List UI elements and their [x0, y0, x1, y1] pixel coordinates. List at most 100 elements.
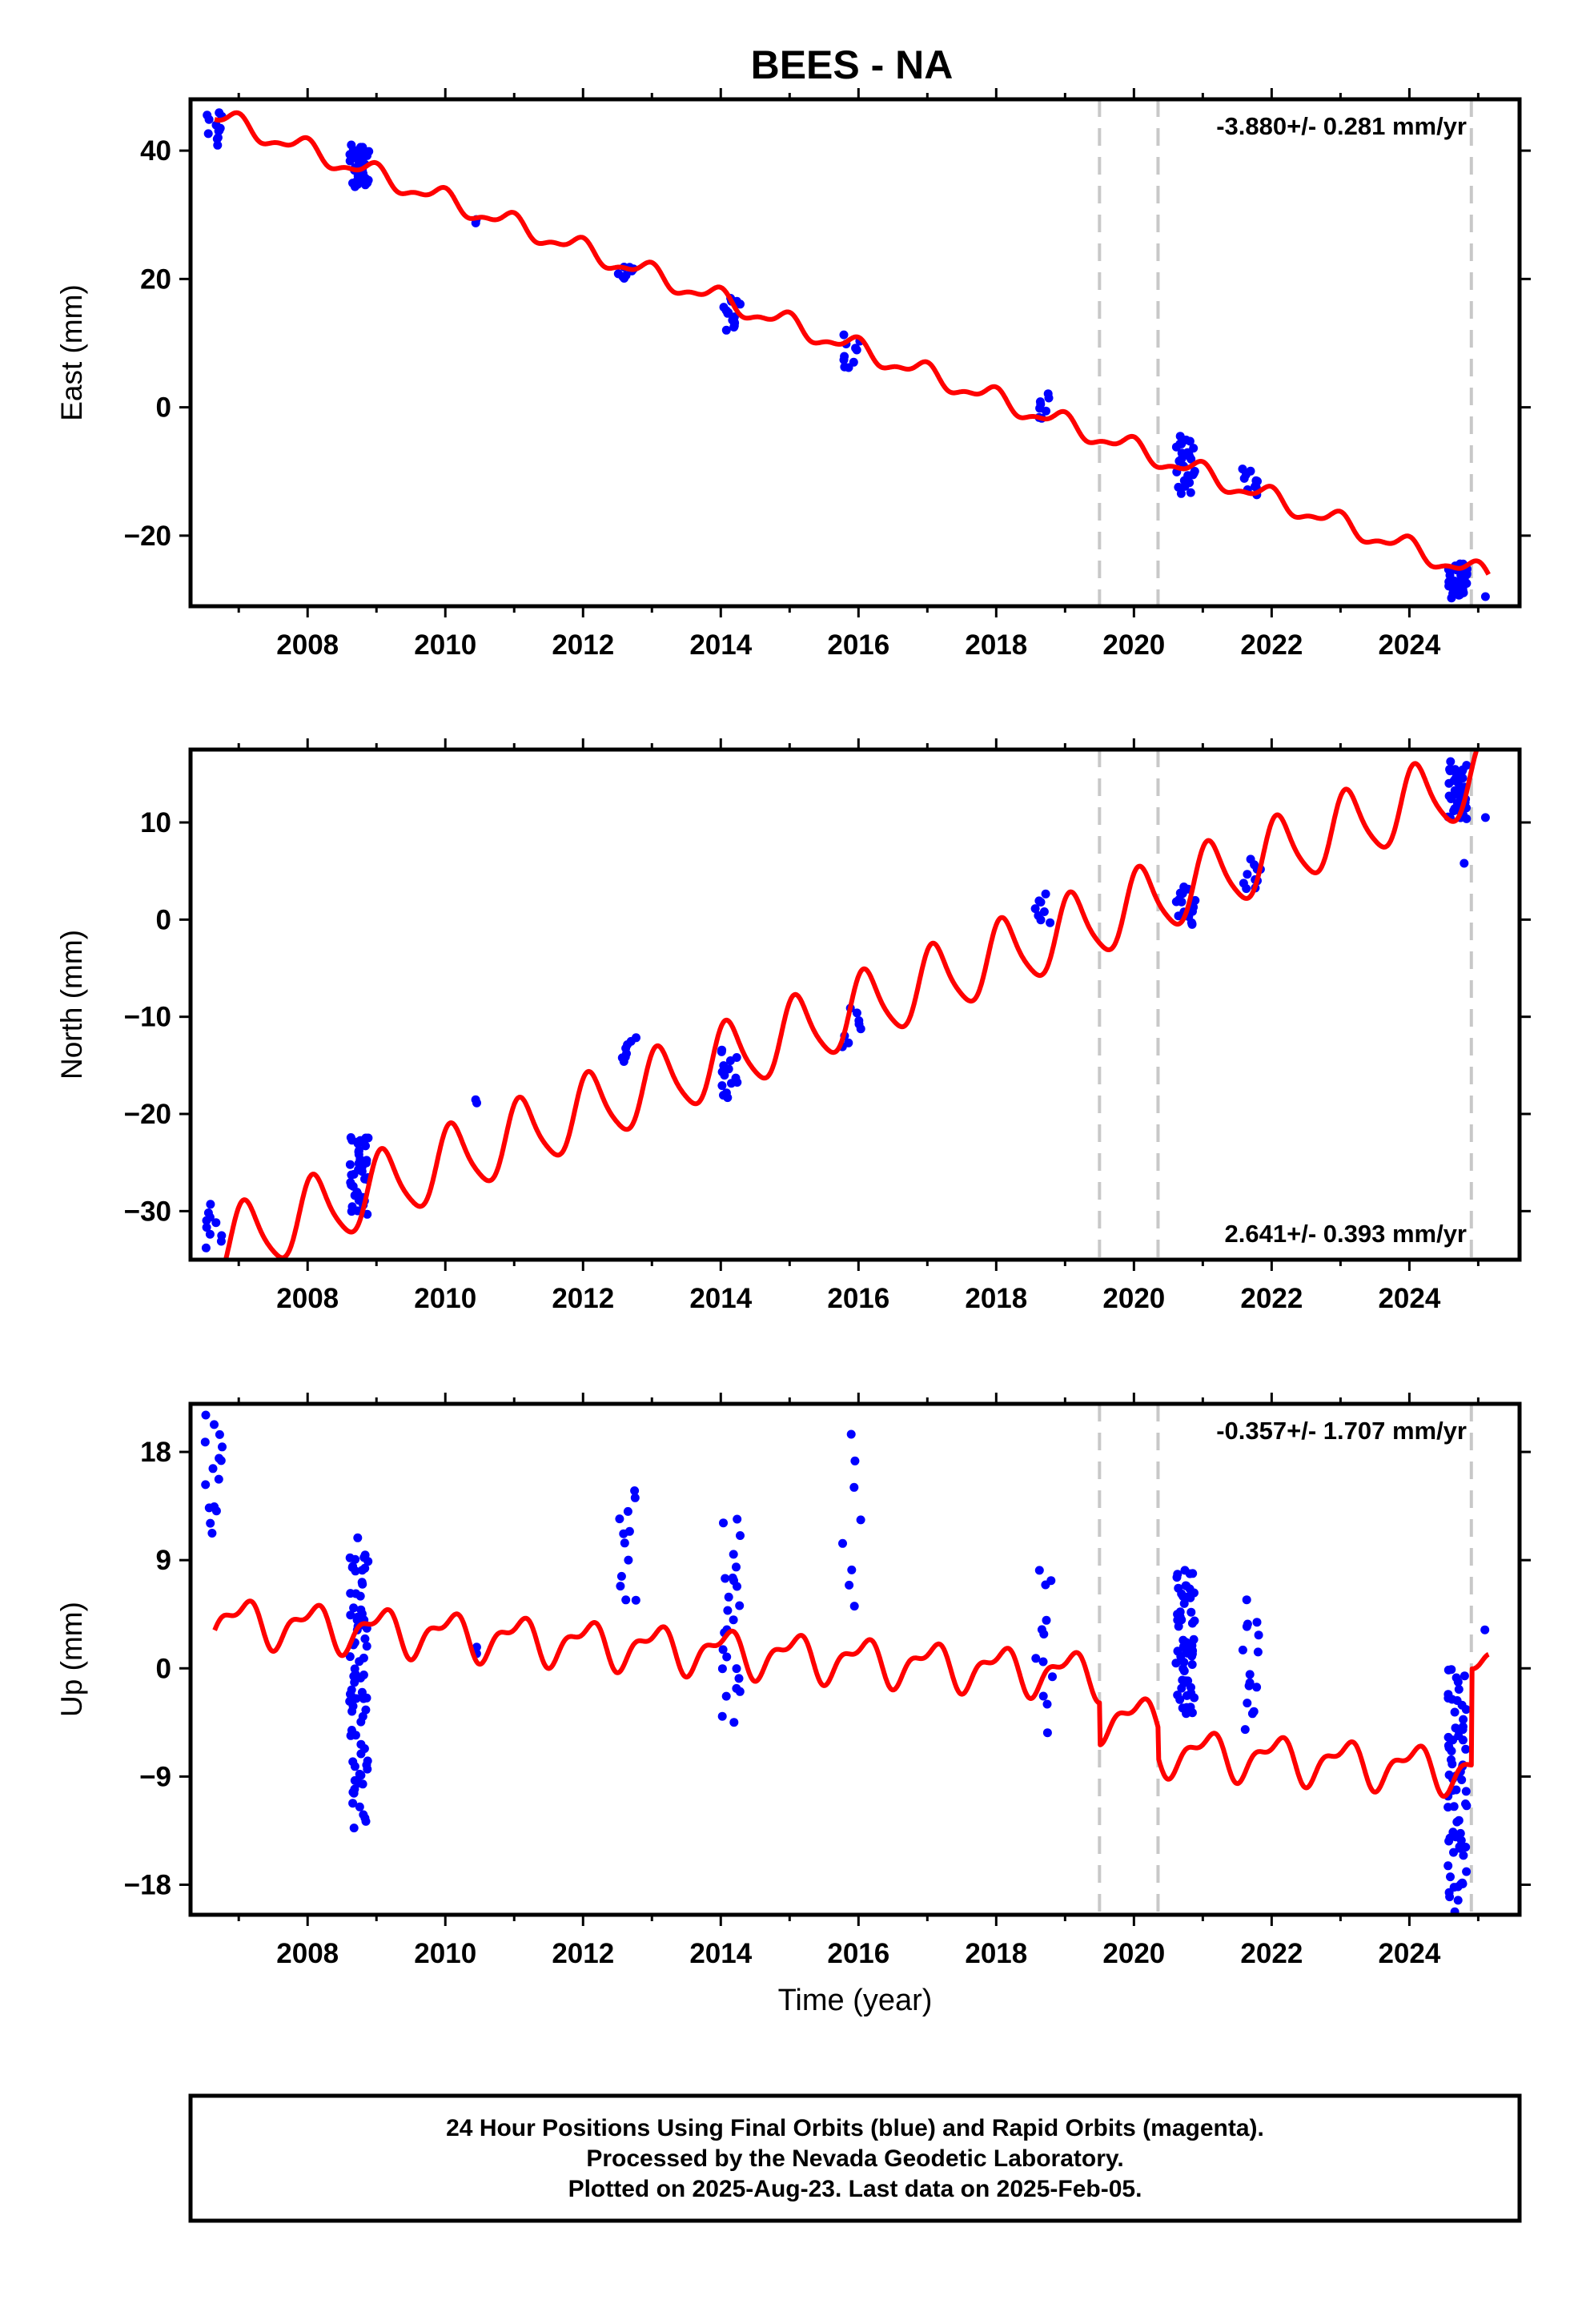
up-data-point [1034, 1566, 1044, 1575]
up-data-point [615, 1514, 624, 1524]
up-data-point [729, 1550, 738, 1559]
up-data-point [348, 1787, 358, 1797]
north-data-point [720, 1071, 729, 1080]
up-data-point [201, 1480, 211, 1490]
up-data-point [362, 1693, 371, 1703]
up-data-point [631, 1595, 640, 1605]
north-data-point [363, 1209, 372, 1219]
north-data-point [731, 1073, 741, 1083]
caption-line-3: Plotted on 2025-Aug-23. Last data on 202… [568, 2176, 1142, 2202]
up-data-point [1245, 1670, 1255, 1679]
up-data-point [1186, 1607, 1196, 1617]
north-data-point [1460, 858, 1469, 868]
north-data-point [1243, 870, 1252, 879]
north-data-point [1179, 883, 1189, 891]
up-data-point [349, 1823, 359, 1833]
east-data-point [203, 129, 213, 139]
up-data-point [356, 1739, 366, 1749]
north-data-point [1246, 854, 1255, 864]
up-data-point [348, 1799, 358, 1808]
up-data-point [729, 1576, 738, 1586]
up-data-point [356, 1717, 366, 1727]
up-data-point [1048, 1672, 1057, 1682]
caption-line-1: 24 Hour Positions Using Final Orbits (bl… [446, 2115, 1264, 2141]
up-data-point [1443, 1803, 1453, 1812]
up-data-point [361, 1705, 371, 1715]
up-x-tick-label: 2020 [1102, 1938, 1165, 1969]
north-plot-area [201, 750, 1490, 1260]
east-data-point [613, 269, 623, 279]
up-data-point [721, 1691, 731, 1701]
north-frame [188, 747, 1522, 1262]
north-y-axis-label: North (mm) [55, 930, 88, 1080]
up-data-point [1457, 1775, 1467, 1784]
up-data-point [734, 1674, 744, 1683]
up-data-point [616, 1582, 625, 1591]
up-data-point [361, 1816, 371, 1826]
north-y-tick-label: −20 [124, 1099, 171, 1130]
up-data-point [1187, 1618, 1197, 1628]
up-data-point [845, 1580, 854, 1590]
up-data-point [1240, 1725, 1250, 1735]
up-data-point [360, 1550, 370, 1560]
north-data-point [347, 1202, 357, 1212]
up-data-point [357, 1609, 367, 1618]
east-rate-label: -3.880+/- 0.281 mm/yr [1216, 112, 1467, 140]
north-data-point [217, 1231, 227, 1240]
up-data-point [717, 1711, 727, 1721]
east-data-point [1246, 466, 1255, 476]
up-data-point [1454, 1815, 1464, 1825]
up-data-point [736, 1531, 745, 1540]
up-data-point [1454, 1731, 1464, 1741]
east-data-point [356, 143, 365, 152]
up-data-point [355, 1769, 364, 1779]
east-y-tick-label: 0 [156, 392, 171, 424]
up-data-point [1187, 1660, 1197, 1669]
north-data-point [1480, 813, 1490, 822]
up-data-point [1042, 1699, 1052, 1709]
up-data-point [620, 1538, 629, 1548]
east-data-point [1175, 440, 1185, 448]
up-x-tick-label: 2024 [1378, 1938, 1440, 1969]
up-data-point [1186, 1683, 1195, 1692]
up-x-tick-label: 2014 [689, 1938, 752, 1969]
up-data-point [1245, 1678, 1255, 1687]
up-data-point [350, 1762, 359, 1771]
east-data-point [213, 133, 223, 143]
up-data-point [1443, 1690, 1453, 1699]
north-data-point [1446, 757, 1456, 766]
north-data-point [1450, 786, 1460, 795]
up-data-point [623, 1506, 632, 1516]
north-x-tick-label: 2014 [689, 1283, 752, 1314]
up-data-point [1456, 1828, 1465, 1838]
up-data-point [1178, 1703, 1187, 1713]
up-data-point [1185, 1584, 1195, 1594]
up-data-point [1459, 1851, 1468, 1860]
east-data-point [1174, 482, 1183, 492]
up-data-point [1188, 1569, 1198, 1578]
north-rate-label: 2.641+/- 0.393 mm/yr [1225, 1220, 1467, 1248]
up-rate-label: -0.357+/- 1.707 mm/yr [1216, 1417, 1467, 1445]
up-y-tick-label: 18 [140, 1437, 171, 1468]
up-data-point [838, 1538, 847, 1548]
up-data-point [1454, 1685, 1464, 1694]
up-data-point [345, 1652, 355, 1662]
east-x-tick-label: 2016 [827, 629, 889, 661]
north-x-tick-label: 2008 [276, 1283, 339, 1314]
up-x-tick-label: 2010 [414, 1938, 476, 1969]
north-data-point [717, 1045, 727, 1055]
east-data-point [1190, 467, 1199, 476]
up-data-point [1445, 1833, 1455, 1843]
up-data-point [351, 1554, 360, 1564]
up-data-point [359, 1810, 368, 1819]
east-data-point [721, 325, 731, 335]
up-data-point [733, 1514, 742, 1524]
up-data-point [732, 1562, 741, 1572]
up-data-point [207, 1529, 217, 1538]
north-x-tick-label: 2016 [827, 1283, 889, 1314]
north-data-point [844, 1038, 853, 1047]
up-data-point [849, 1602, 859, 1611]
up-data-point [1188, 1646, 1198, 1655]
up-data-point [856, 1515, 865, 1525]
north-data-point [205, 1229, 215, 1239]
